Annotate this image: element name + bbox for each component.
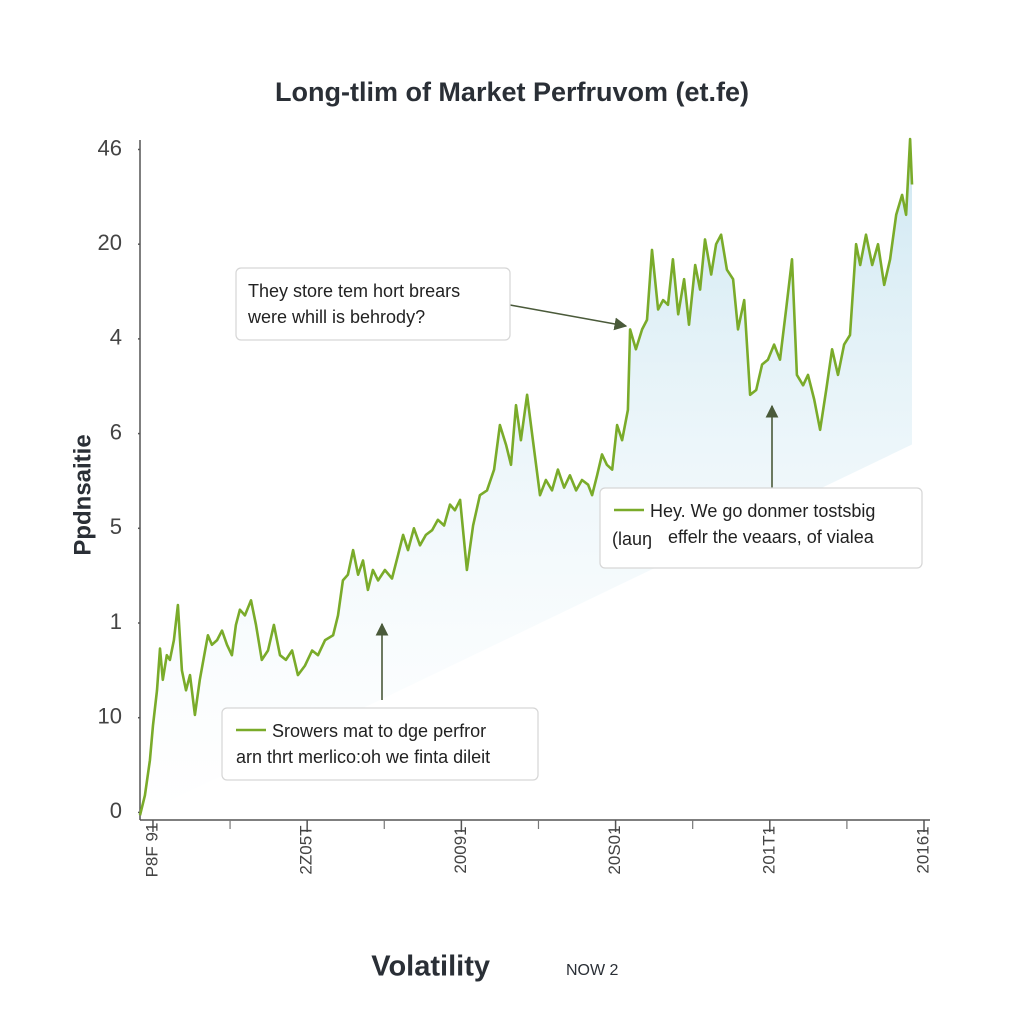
- x-tick-label: 20161: [913, 826, 932, 873]
- annotation-box: [599, 487, 923, 569]
- line: [138, 137, 914, 816]
- y-tick-label: 4: [110, 325, 122, 350]
- annotation-text: effelr the veaars, of vialea: [668, 527, 875, 547]
- y-tick-label: 20: [98, 230, 122, 255]
- annotation-text: arn thrt merlico:oh we finta dileit: [236, 747, 490, 767]
- annotation-arrow: [509, 304, 628, 331]
- y-tick-label: 6: [110, 419, 122, 444]
- y-tick-label: 0: [110, 798, 122, 823]
- y-tick-label: 46: [98, 135, 122, 160]
- annotation-prefix: (lauŋ: [612, 529, 652, 549]
- annotation: Srowers mat to dge perfror arn thrt merli…: [221, 622, 539, 781]
- chart-title: Long-tlim of Market Perfruvom (et.fe): [275, 77, 749, 107]
- x-tick-label: 2Z05T: [297, 825, 316, 874]
- x-tick-label: 20091: [451, 826, 470, 873]
- y-axis-label: Ppdnsaitie: [69, 434, 96, 555]
- area: [140, 139, 912, 816]
- annotation: They store tem hort brears were whill is …: [235, 267, 628, 341]
- y-tick-label: 1: [110, 609, 122, 634]
- x-axis-label: Volatility: [371, 951, 490, 983]
- annotation-text: Srowers mat to dge perfror: [272, 721, 486, 741]
- x-tick-label: 201T1: [759, 826, 778, 874]
- annotation-text: They store tem hort brears: [248, 281, 460, 301]
- y-tick-label: 10: [98, 704, 122, 729]
- x-tick-label: P8F 91: [142, 823, 161, 878]
- annotation-text: Hey. We go donmer tostsbig: [650, 501, 875, 521]
- annotation-box: [235, 267, 511, 341]
- x-tick-label: 20S01: [605, 825, 624, 874]
- x-axis-note: NOW 2: [566, 962, 619, 979]
- annotation-text: were whill is behrody?: [247, 307, 425, 327]
- annotation: Hey. We go donmer tostsbig effelr the vea…: [599, 404, 923, 569]
- annotation-box: [221, 707, 539, 781]
- y-tick-label: 5: [110, 514, 122, 539]
